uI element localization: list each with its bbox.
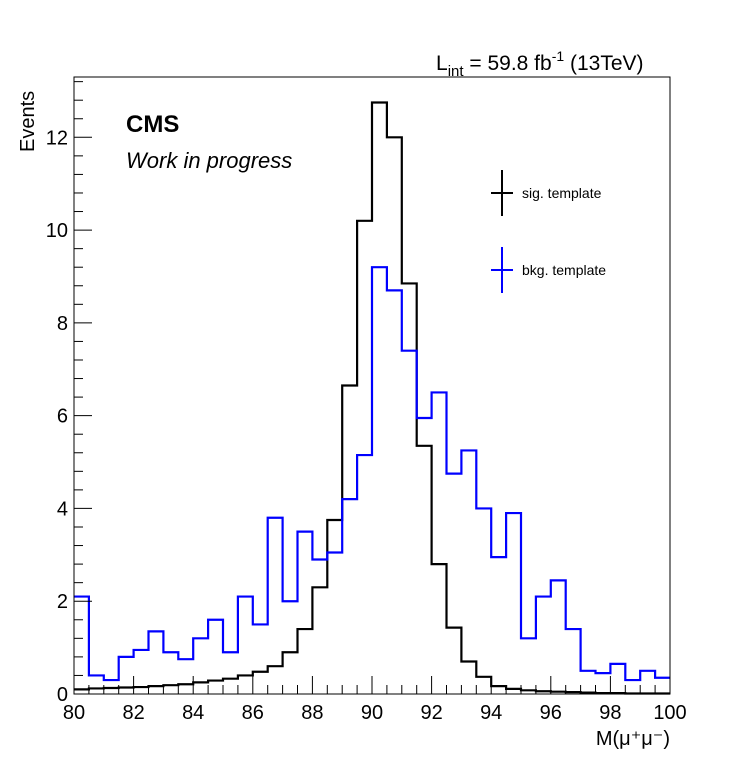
y-axis-title: Events (17, 91, 39, 152)
experiment-label: CMS (126, 111, 179, 138)
luminosity-label: Lint = 59.8 fb-1 (13TeV) (436, 48, 644, 80)
x-tick-label: 88 (301, 702, 323, 724)
y-tick-label: 0 (57, 684, 68, 706)
lumi-sup: -1 (552, 48, 565, 64)
legend-entry: sig. template (491, 170, 602, 216)
y-tick-label: 2 (57, 591, 68, 613)
y-tick-label: 10 (46, 220, 68, 242)
x-tick-label: 80 (63, 702, 85, 724)
lumi-energy: (13TeV) (564, 52, 643, 75)
series-line-background (74, 266, 670, 682)
y-tick-label: 6 (57, 406, 68, 428)
x-tick-label: 84 (182, 702, 204, 724)
legend-label: sig. template (522, 185, 602, 201)
lumi-main: L (436, 52, 448, 75)
x-tick-label: 92 (420, 702, 442, 724)
x-tick-label: 90 (361, 702, 383, 724)
lumi-sub: int (448, 63, 465, 80)
x-axis-title: M(μ⁺μ⁻) (596, 728, 670, 750)
x-tick-label: 96 (540, 702, 562, 724)
x-tick-label: 82 (122, 702, 144, 724)
y-tick-label: 4 (57, 498, 68, 520)
x-tick-label: 98 (599, 702, 621, 724)
x-tick-label: 94 (480, 702, 502, 724)
y-tick-label: 12 (46, 127, 68, 149)
x-tick-label: 100 (653, 702, 686, 724)
lumi-value: = 59.8 fb (464, 52, 552, 75)
y-axis: 0 2 4 6 8 10 12 (46, 81, 92, 706)
x-tick-label: 86 (242, 702, 264, 724)
legend: sig. template bkg. template (491, 170, 606, 293)
plot-frame (73, 76, 671, 695)
x-axis: 80 82 84 86 88 90 92 94 96 98 100 (63, 676, 687, 724)
status-label: Work in progress (126, 148, 292, 173)
y-tick-label: 8 (57, 313, 68, 335)
legend-label: bkg. template (522, 262, 606, 278)
legend-entry: bkg. template (491, 247, 606, 293)
